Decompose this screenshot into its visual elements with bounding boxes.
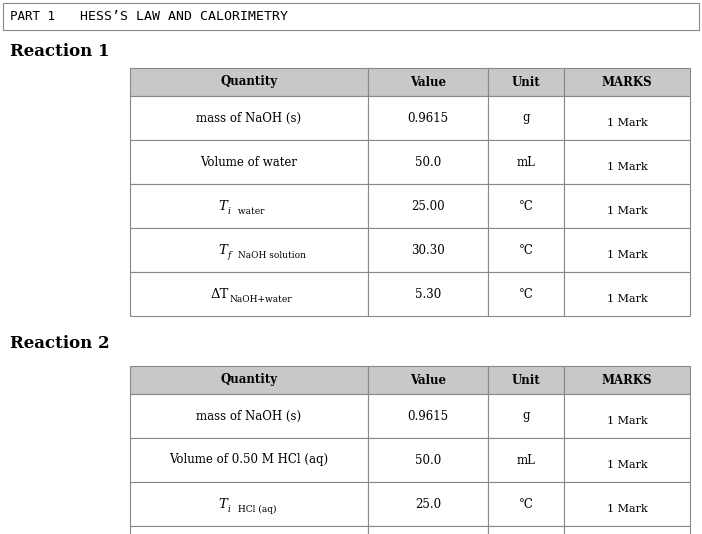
Text: T: T [218,200,227,213]
Text: HESS’S LAW AND CALORIMETRY: HESS’S LAW AND CALORIMETRY [80,10,288,23]
Bar [564,184,690,228]
Bar [564,272,690,316]
Text: 0.9615: 0.9615 [408,112,449,124]
Text: water: water [235,207,265,216]
Bar [564,68,690,96]
Text: Quantity: Quantity [220,373,277,387]
Text: Unit: Unit [512,373,541,387]
Text: T: T [218,498,227,511]
Text: 5.30: 5.30 [415,287,442,301]
Bar [564,140,690,184]
Bar [368,96,489,140]
Text: 1 Mark: 1 Mark [607,206,647,216]
Text: °C: °C [519,498,534,511]
Text: NaOH+water: NaOH+water [229,294,291,303]
Text: Quantity: Quantity [220,75,277,89]
Text: g: g [522,112,530,124]
Bar [368,526,489,534]
Text: i: i [228,207,231,216]
Text: 0.9615: 0.9615 [408,410,449,422]
Bar [368,394,489,438]
Text: Volume of 0.50 M HCl (aq): Volume of 0.50 M HCl (aq) [169,453,329,467]
Bar [564,482,690,526]
Bar [3,3,699,30]
Bar [489,438,564,482]
Text: 1 Mark: 1 Mark [607,294,647,304]
Bar [130,526,368,534]
Bar [564,228,690,272]
Text: f: f [228,250,232,260]
Text: HCl (aq): HCl (aq) [235,505,277,514]
Bar [489,184,564,228]
Bar [564,366,690,394]
Bar [368,366,489,394]
Text: Value: Value [410,75,446,89]
Text: ΔT: ΔT [211,287,229,301]
Text: 25.0: 25.0 [415,498,442,511]
Text: 50.0: 50.0 [415,155,442,169]
Bar [130,366,368,394]
Bar [130,482,368,526]
Text: g: g [522,410,530,422]
Text: Reaction 2: Reaction 2 [10,335,110,352]
Bar [489,68,564,96]
Text: NaOH solution: NaOH solution [235,250,306,260]
Text: PART 1: PART 1 [10,10,55,23]
Text: 1 Mark: 1 Mark [607,250,647,260]
Text: Unit: Unit [512,75,541,89]
Text: mL: mL [517,155,536,169]
Text: Reaction 1: Reaction 1 [10,43,110,60]
Text: 30.30: 30.30 [411,244,445,256]
Bar [489,140,564,184]
Bar [368,482,489,526]
Bar [368,68,489,96]
Text: 1 Mark: 1 Mark [607,504,647,514]
Bar [489,96,564,140]
Text: °C: °C [519,287,534,301]
Text: 1 Mark: 1 Mark [607,460,647,470]
Bar [130,140,368,184]
Text: °C: °C [519,244,534,256]
Text: mL: mL [517,453,536,467]
Bar [130,438,368,482]
Bar [130,68,368,96]
Text: 1 Mark: 1 Mark [607,118,647,128]
Text: mass of NaOH (s): mass of NaOH (s) [197,410,302,422]
Bar [489,394,564,438]
Bar [489,272,564,316]
Bar [489,228,564,272]
Bar [130,272,368,316]
Text: T: T [218,244,227,256]
Text: 50.0: 50.0 [415,453,442,467]
Text: i: i [228,505,231,514]
Bar [564,526,690,534]
Text: Value: Value [410,373,446,387]
Text: mass of NaOH (s): mass of NaOH (s) [197,112,302,124]
Bar [368,228,489,272]
Bar [130,96,368,140]
Text: 1 Mark: 1 Mark [607,162,647,172]
Bar [489,366,564,394]
Text: °C: °C [519,200,534,213]
Bar [368,272,489,316]
Bar [564,438,690,482]
Bar [489,526,564,534]
Bar [489,482,564,526]
Bar [564,96,690,140]
Bar [564,394,690,438]
Bar [368,438,489,482]
Bar [368,140,489,184]
Text: MARKS: MARKS [602,75,652,89]
Bar [130,184,368,228]
Text: MARKS: MARKS [602,373,652,387]
Text: Volume of water: Volume of water [201,155,298,169]
Bar [130,228,368,272]
Bar [368,184,489,228]
Bar [130,394,368,438]
Text: 1 Mark: 1 Mark [607,416,647,426]
Text: 25.00: 25.00 [411,200,445,213]
